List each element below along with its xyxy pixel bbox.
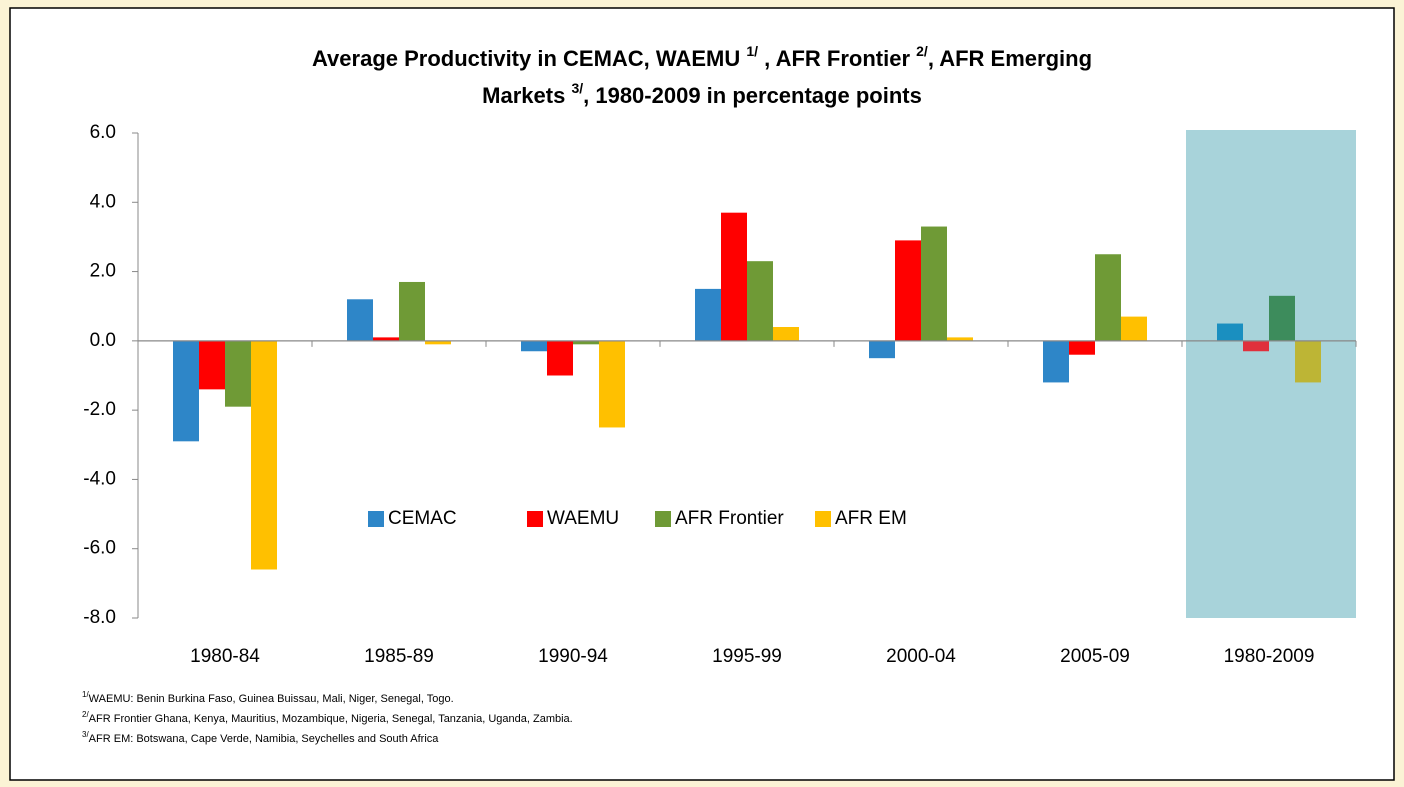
x-tick-label: 1985-89 bbox=[364, 646, 434, 667]
highlight-band bbox=[1186, 130, 1356, 618]
legend-label: WAEMU bbox=[547, 508, 619, 529]
bar bbox=[869, 340, 895, 359]
bar bbox=[1243, 340, 1269, 352]
title-superscript: 1/ bbox=[746, 43, 758, 59]
title-superscript: 3/ bbox=[571, 80, 583, 96]
bar bbox=[251, 340, 277, 570]
legend-label: AFR EM bbox=[835, 508, 907, 529]
x-tick-label: 2005-09 bbox=[1060, 646, 1130, 667]
y-tick-label: 6.0 bbox=[90, 122, 116, 143]
legend-label: AFR Frontier bbox=[675, 508, 784, 529]
bar bbox=[1069, 340, 1095, 355]
footnote-text: AFR EM: Botswana, Cape Verde, Namibia, S… bbox=[89, 733, 440, 745]
legend-label: CEMAC bbox=[388, 508, 457, 529]
bar bbox=[1295, 340, 1321, 383]
footnote-text: AFR Frontier Ghana, Kenya, Mauritius, Mo… bbox=[89, 713, 573, 725]
title-text: , AFR Frontier bbox=[758, 46, 916, 71]
title-text: Average Productivity in CEMAC, WAEMU bbox=[312, 46, 746, 71]
bar bbox=[921, 226, 947, 341]
y-tick-label: 0.0 bbox=[90, 330, 116, 351]
bar bbox=[425, 340, 451, 345]
x-tick-label: 1995-99 bbox=[712, 646, 782, 667]
bar bbox=[1217, 323, 1243, 341]
footnote-mark: 1/ bbox=[82, 690, 89, 699]
x-tick-label: 1990-94 bbox=[538, 646, 608, 667]
x-tick-label: 1980-84 bbox=[190, 646, 260, 667]
x-tick-label: 1980-2009 bbox=[1224, 646, 1315, 667]
title-text: , 1980-2009 in percentage points bbox=[583, 83, 922, 108]
bar bbox=[347, 299, 373, 341]
y-tick-label: 4.0 bbox=[90, 191, 116, 212]
y-tick-label: -8.0 bbox=[83, 607, 116, 628]
footnote: 2/AFR Frontier Ghana, Kenya, Mauritius, … bbox=[82, 710, 573, 725]
legend-swatch bbox=[527, 511, 543, 527]
chart-title: Average Productivity in CEMAC, WAEMU 1/ … bbox=[312, 43, 1092, 71]
footnote: 3/AFR EM: Botswana, Cape Verde, Namibia,… bbox=[82, 730, 439, 745]
bar bbox=[399, 281, 425, 341]
bar bbox=[721, 212, 747, 341]
y-tick-label: -2.0 bbox=[83, 399, 116, 420]
bar bbox=[1121, 316, 1147, 341]
footnote-mark: 2/ bbox=[82, 710, 89, 719]
bar bbox=[1043, 340, 1069, 383]
title-superscript: 2/ bbox=[916, 43, 928, 59]
bar bbox=[599, 340, 625, 428]
y-tick-label: -4.0 bbox=[83, 468, 116, 489]
footnote: 1/WAEMU: Benin Burkina Faso, Guinea Buis… bbox=[82, 690, 454, 705]
chart-title: Markets 3/, 1980-2009 in percentage poin… bbox=[482, 80, 922, 108]
bar bbox=[547, 340, 573, 376]
y-tick-label: 2.0 bbox=[90, 261, 116, 282]
y-tick-label: -6.0 bbox=[83, 538, 116, 559]
bar bbox=[747, 261, 773, 341]
legend-swatch bbox=[655, 511, 671, 527]
legend-swatch bbox=[368, 511, 384, 527]
bar bbox=[895, 240, 921, 341]
footnote-mark: 3/ bbox=[82, 730, 89, 739]
bar bbox=[773, 327, 799, 341]
bar bbox=[695, 288, 721, 341]
bar bbox=[199, 340, 225, 390]
bar bbox=[521, 340, 547, 352]
footnote-text: WAEMU: Benin Burkina Faso, Guinea Buissa… bbox=[89, 693, 454, 705]
bar bbox=[573, 340, 599, 345]
bar bbox=[1269, 295, 1295, 341]
title-text: , AFR Emerging bbox=[928, 46, 1092, 71]
x-tick-label: 2000-04 bbox=[886, 646, 956, 667]
bar bbox=[373, 337, 399, 341]
legend-swatch bbox=[815, 511, 831, 527]
bar bbox=[173, 340, 199, 442]
bar bbox=[225, 340, 251, 407]
title-text: Markets bbox=[482, 83, 571, 108]
bar bbox=[1095, 254, 1121, 341]
bar bbox=[947, 337, 973, 341]
